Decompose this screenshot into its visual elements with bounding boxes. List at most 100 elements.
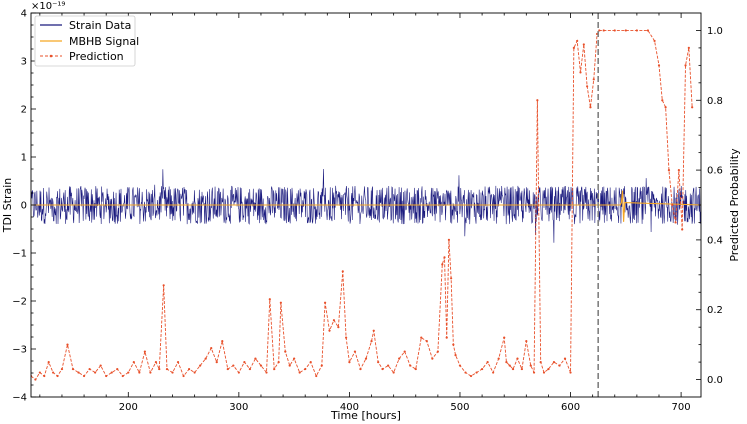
prediction-point <box>671 203 674 207</box>
prediction-point <box>450 277 453 280</box>
prediction-point <box>480 367 484 371</box>
prediction-point <box>582 43 585 46</box>
prediction-point <box>370 340 373 343</box>
y2-tick-label: 0.2 <box>707 305 723 316</box>
prediction-point <box>508 364 511 367</box>
prediction-point <box>47 360 50 364</box>
prediction-point <box>298 371 301 374</box>
prediction-point <box>511 367 515 371</box>
prediction-point <box>377 360 380 364</box>
prediction-point <box>447 238 451 242</box>
prediction-point <box>592 78 595 81</box>
y-tick-label: 3 <box>21 57 27 68</box>
strain-data-line <box>31 169 701 243</box>
prediction-point <box>691 106 694 109</box>
prediction-point <box>398 357 401 360</box>
x-tick-label: 500 <box>450 402 469 413</box>
legend-marker-prediction <box>49 54 53 58</box>
prediction-point <box>43 374 46 378</box>
prediction-point <box>82 374 86 378</box>
prediction-point <box>602 29 605 32</box>
y-tick-label: −2 <box>12 297 27 308</box>
prediction-point <box>414 367 417 371</box>
prediction-point <box>497 357 500 360</box>
x-tick-label: 200 <box>119 402 138 413</box>
prediction-point <box>56 374 59 378</box>
prediction-point <box>687 46 690 50</box>
prediction-point <box>364 357 368 360</box>
prediction-point <box>503 336 506 339</box>
prediction-point <box>34 378 37 381</box>
prediction-point <box>323 301 327 304</box>
prediction-point <box>88 367 91 371</box>
prediction-point <box>381 367 384 371</box>
prediction-point <box>309 360 312 364</box>
prediction-point <box>259 364 263 367</box>
prediction-point <box>359 367 362 371</box>
prediction-point <box>284 350 287 353</box>
prediction-point <box>469 374 473 378</box>
prediction-point <box>492 371 495 374</box>
prediction-point <box>193 371 196 374</box>
prediction-point <box>646 29 650 32</box>
axes: 200 300 400 500 600 700 −4 −3 −2 −1 0 1 2 3 4 0.0 0.2 0.4… <box>12 9 723 414</box>
prediction-point <box>315 374 318 378</box>
prediction-point <box>505 360 508 364</box>
prediction-line <box>31 30 693 381</box>
legend-label-strain: Strain Data <box>69 19 131 32</box>
prediction-point <box>425 340 428 343</box>
prediction-point <box>99 364 102 367</box>
y2-tick-label: 1.0 <box>707 26 723 37</box>
prediction-point <box>288 364 291 367</box>
y-tick-label: −4 <box>12 393 27 404</box>
prediction-point <box>277 360 280 364</box>
prediction-point <box>558 364 561 367</box>
prediction-point <box>520 367 523 371</box>
prediction-point <box>392 371 395 374</box>
prediction-point <box>563 357 567 360</box>
prediction-point <box>516 357 519 360</box>
prediction-point <box>525 340 528 343</box>
prediction-point <box>547 367 550 371</box>
y-axis-label: TDI Strain <box>1 178 14 234</box>
prediction-point <box>372 329 375 332</box>
prediction-point <box>542 371 546 374</box>
prediction-point <box>60 367 64 371</box>
prediction-point <box>237 371 240 374</box>
prediction-point <box>431 357 434 360</box>
prediction-point <box>273 367 276 371</box>
prediction-point <box>110 371 113 374</box>
y-offset-label: ×10⁻¹⁹ <box>31 1 65 12</box>
legend-label-signal: MBHB Signal <box>69 35 139 48</box>
prediction-point <box>268 298 271 301</box>
prediction-point <box>165 367 169 371</box>
prediction-point <box>243 360 246 364</box>
prediction-point <box>332 319 336 322</box>
prediction-point <box>529 364 532 367</box>
prediction-point <box>586 85 589 88</box>
prediction-point <box>635 29 638 32</box>
prediction-point <box>199 364 202 367</box>
prediction-point <box>77 371 80 374</box>
x-tick-label: 700 <box>672 402 691 413</box>
prediction-point <box>464 371 467 374</box>
prediction-point <box>94 371 97 374</box>
prediction-point <box>154 360 158 364</box>
prediction-point <box>304 367 307 371</box>
prediction-point <box>667 168 671 172</box>
y-tick-label: 0 <box>21 201 27 212</box>
prediction-point <box>127 371 130 374</box>
prediction-point <box>348 360 351 364</box>
prediction-point <box>171 371 174 374</box>
prediction-point <box>441 263 444 266</box>
plot-area <box>31 13 701 397</box>
prediction-point <box>445 336 448 339</box>
y-tick-label: 1 <box>21 153 27 164</box>
prediction-point <box>116 367 119 371</box>
y-tick-label: −1 <box>12 249 27 260</box>
prediction-point <box>232 364 235 367</box>
x-tick-label: 300 <box>229 402 248 413</box>
prediction-point <box>436 350 439 353</box>
prediction-point <box>138 371 141 374</box>
prediction-point <box>204 357 207 360</box>
